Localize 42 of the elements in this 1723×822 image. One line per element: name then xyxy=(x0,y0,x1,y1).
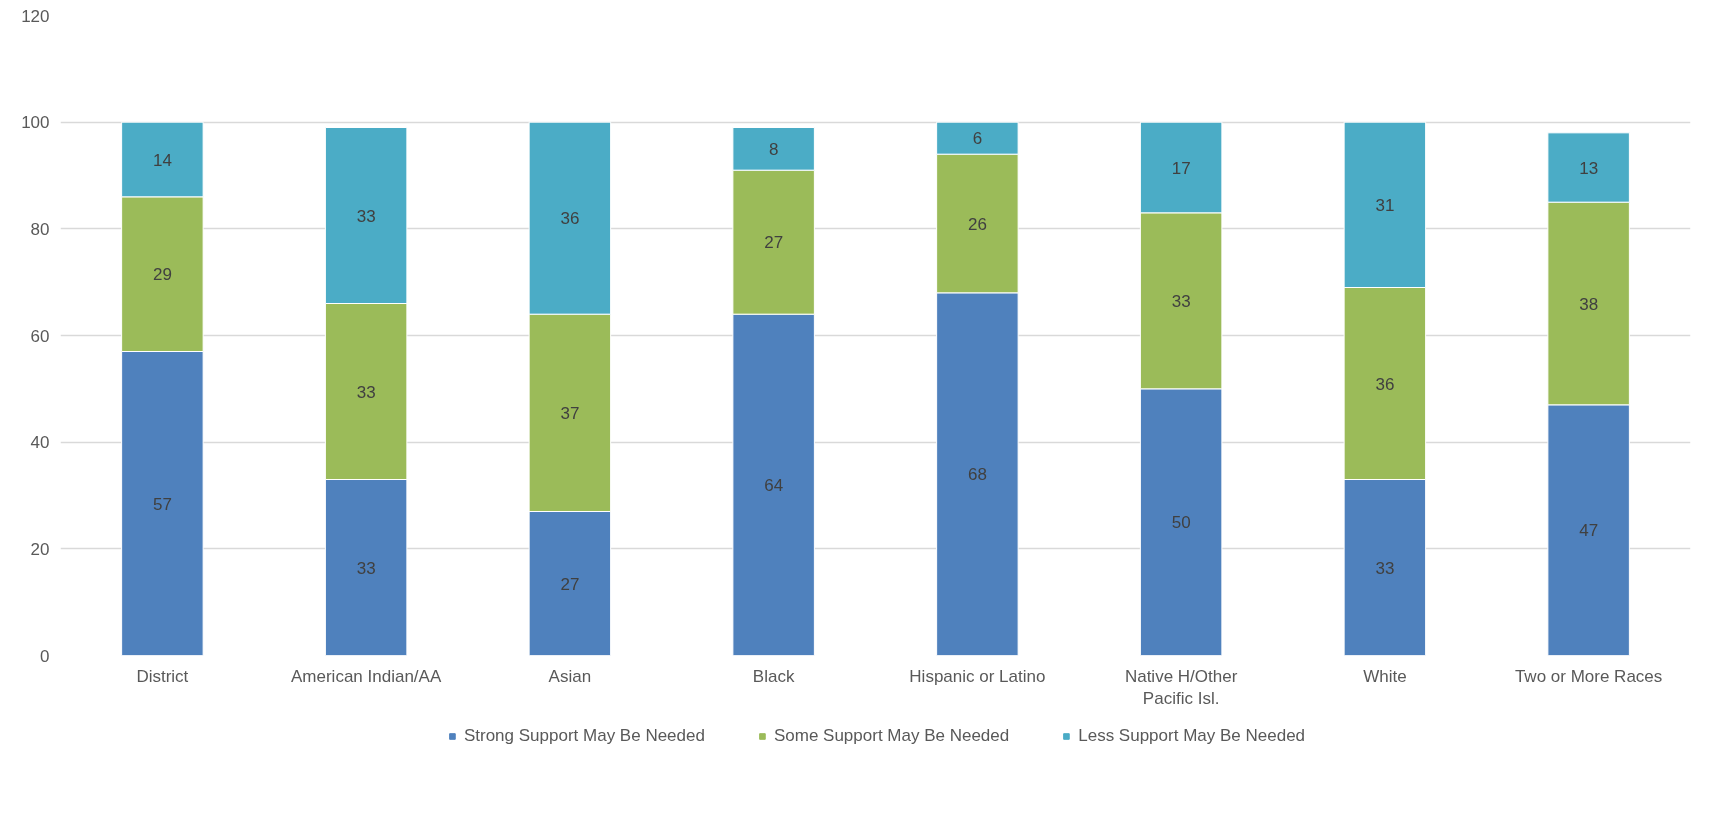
data-label: 50 xyxy=(1171,513,1191,533)
data-label: 17 xyxy=(1171,158,1191,178)
data-label: 33 xyxy=(356,206,376,226)
x-tick-label: Asian xyxy=(548,666,592,686)
y-tick-label: 40 xyxy=(30,433,50,453)
data-label: 33 xyxy=(1171,291,1191,311)
y-tick-label: 100 xyxy=(21,113,50,133)
x-tick-label: Native H/Other Pacific Isl. xyxy=(1124,666,1238,709)
data-label: 8 xyxy=(768,139,779,159)
data-label: 33 xyxy=(356,382,376,402)
x-tick-label: Black xyxy=(752,666,795,686)
data-label: 36 xyxy=(1375,374,1395,394)
legend-label: Some Support May Be Needed xyxy=(773,726,1010,746)
x-tick-label: Hispanic or Latino xyxy=(909,666,1046,686)
y-tick-label: 120 xyxy=(21,6,50,26)
data-label: 29 xyxy=(152,265,172,285)
legend-label: Less Support May Be Needed xyxy=(1078,726,1306,746)
data-label: 64 xyxy=(764,475,784,495)
legend-label: Strong Support May Be Needed xyxy=(463,726,705,746)
y-tick-label: 60 xyxy=(30,326,50,346)
data-label: 14 xyxy=(152,150,172,170)
data-label: 26 xyxy=(967,214,987,234)
data-label: 57 xyxy=(152,494,172,514)
data-label: 27 xyxy=(764,233,784,253)
data-label: 68 xyxy=(967,465,987,485)
data-label: 27 xyxy=(560,574,580,594)
x-tick-label: White xyxy=(1363,666,1407,686)
y-tick-label: 20 xyxy=(30,539,50,559)
data-label: 6 xyxy=(972,129,983,149)
data-label: 33 xyxy=(356,558,376,578)
y-tick-label: 80 xyxy=(30,219,50,239)
x-tick-label: Two or More Races xyxy=(1514,666,1663,686)
data-label: 36 xyxy=(560,209,580,229)
data-label: 31 xyxy=(1375,195,1395,215)
data-label: 13 xyxy=(1579,158,1599,178)
data-label: 47 xyxy=(1579,521,1599,541)
x-tick-label: American Indian/AA xyxy=(291,666,442,686)
data-label: 33 xyxy=(1375,558,1395,578)
data-label: 38 xyxy=(1579,294,1599,314)
x-tick-label: District xyxy=(136,666,189,686)
data-label: 37 xyxy=(560,403,580,423)
y-tick-label: 0 xyxy=(40,646,50,666)
